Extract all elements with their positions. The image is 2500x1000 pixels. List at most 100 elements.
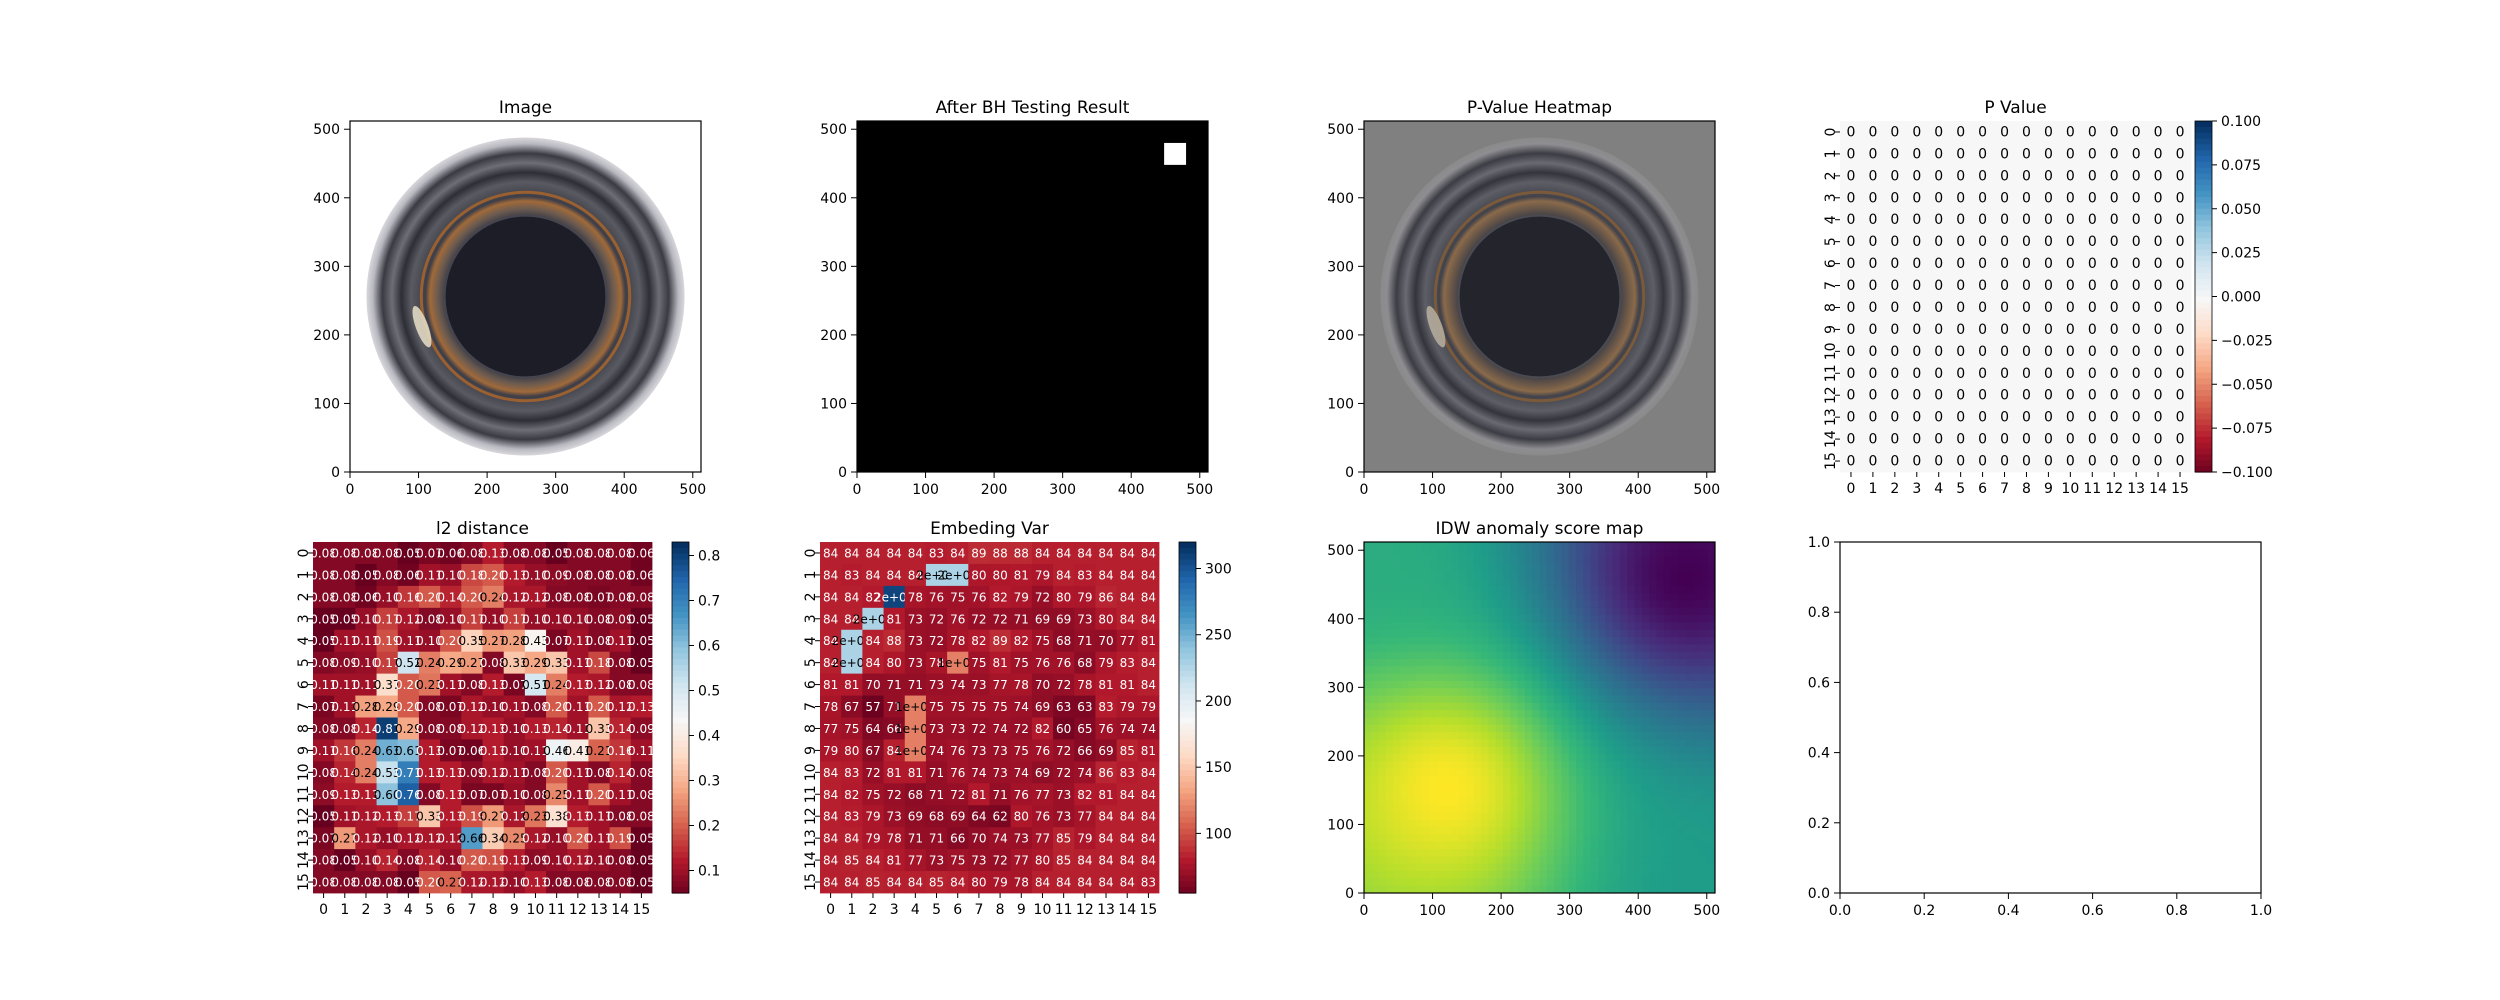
heatmap-cell-label: 80 (971, 876, 986, 890)
colorbar-segment (1179, 857, 1196, 865)
idw-cell (1627, 724, 1636, 733)
heatmap-cell-label: 79 (823, 744, 838, 758)
heatmap-cell (376, 607, 399, 631)
idw-cell (1634, 805, 1643, 814)
heatmap-cell-label: 79 (1098, 656, 1113, 670)
heatmap-cell-label: 0.12 (395, 612, 422, 626)
idw-cell (1583, 542, 1592, 550)
heatmap-cell-label: 0 (2022, 388, 2031, 404)
idw-cell (1700, 724, 1709, 733)
idw-cell (1444, 622, 1453, 631)
colorbar-segment (2195, 121, 2212, 128)
heatmap-cell-label: 0 (2110, 322, 2119, 338)
idw-cell (1371, 717, 1380, 726)
idw-cell (1678, 637, 1687, 645)
idw-cell (1407, 797, 1416, 806)
idw-cell (1649, 673, 1657, 682)
idw-cell (1510, 600, 1519, 609)
idw-cell (1429, 776, 1438, 784)
heatmap-ytick-label: 12 (1823, 386, 1839, 404)
heatmap-cell (609, 695, 632, 718)
idw-cell (1415, 593, 1423, 601)
heatmap-cell (1861, 296, 1885, 319)
idw-cell (1459, 680, 1467, 689)
part-inner-bore (444, 215, 607, 378)
heatmap-cell-label: 0 (1934, 124, 1943, 140)
heatmap-cell (2037, 186, 2060, 210)
idw-cell (1598, 805, 1606, 814)
idw-cell (1451, 542, 1460, 550)
idw-cell (1546, 717, 1555, 726)
idw-cell (1568, 746, 1577, 755)
heatmap-cell (1949, 142, 1973, 166)
idw-cell (1627, 585, 1636, 594)
colorbar-segment (672, 682, 689, 689)
idw-cell (1378, 805, 1387, 814)
idw-cell (1619, 702, 1628, 711)
idw-cell (1444, 637, 1453, 645)
idw-cell (1524, 571, 1533, 580)
idw-cell (1502, 827, 1511, 835)
idw-cell (1598, 761, 1606, 770)
heatmap-cell-label: 82 (971, 634, 986, 648)
heatmap-cell (1905, 121, 1929, 144)
heatmap-cell-label: 0.16 (395, 590, 422, 604)
idw-cell (1685, 637, 1694, 645)
idw-cell (1641, 578, 1650, 587)
idw-cell (1576, 754, 1584, 762)
idw-cell (1532, 695, 1540, 704)
heatmap-cell (1840, 318, 1863, 341)
idw-cell (1539, 659, 1548, 667)
heatmap-cell-label: 0.29 (437, 656, 464, 670)
idw-cell (1590, 607, 1599, 616)
idw-cell (1554, 805, 1562, 814)
idw-cell (1700, 600, 1709, 609)
idw-cell (1466, 629, 1475, 638)
idw-cell (1649, 856, 1657, 865)
heatmap-cell (609, 739, 632, 762)
idw-cell (1539, 629, 1548, 638)
idw-cell (1656, 834, 1665, 843)
idw-cell (1488, 644, 1497, 653)
idw-cell (1437, 680, 1445, 689)
heatmap-cell (609, 563, 632, 587)
idw-cell (1554, 659, 1562, 667)
heatmap-cell (2037, 142, 2060, 166)
idw-cell (1510, 542, 1519, 550)
heatmap-cell-label: 73 (887, 810, 902, 824)
idw-cell (1466, 863, 1475, 872)
heatmap-cell (1861, 164, 1885, 188)
colorbar-segment (672, 688, 689, 695)
idw-cell (1576, 863, 1584, 872)
idw-cell (1400, 556, 1409, 565)
idw-cell (1415, 783, 1423, 792)
heatmap-cell-label: 0 (2022, 344, 2031, 360)
heatmap-cell-label: 0.05 (628, 876, 655, 890)
heatmap-cell-label: 84 (823, 832, 838, 846)
idw-cell (1393, 578, 1402, 587)
idw-cell (1532, 629, 1540, 638)
colorbar-segment (672, 857, 689, 865)
heatmap-cell-label: 0.09 (331, 656, 358, 670)
heatmap-cell-label: 0.08 (564, 546, 591, 560)
colorbar-segment (2195, 390, 2212, 397)
heatmap-cell-label: 0.08 (374, 568, 401, 582)
idw-cell (1641, 637, 1650, 645)
idw-cell (1459, 637, 1467, 645)
heatmap-ytick-label: 13 (1823, 408, 1839, 426)
idw-cell (1385, 556, 1394, 565)
heatmap-cell (2147, 252, 2170, 275)
idw-cell (1407, 849, 1416, 857)
idw-cell (1678, 615, 1687, 623)
colorbar-segment (1179, 682, 1196, 689)
idw-cell (1371, 856, 1380, 865)
idw-cell (1451, 702, 1460, 711)
heatmap-cell-label: 64 (971, 810, 986, 824)
idw-cell (1459, 549, 1467, 558)
heatmap-cell-label: 0 (1956, 366, 1965, 382)
idw-cell (1459, 622, 1467, 631)
idw-cell (1364, 556, 1372, 565)
heatmap-cell-label: 72 (1056, 766, 1071, 780)
idw-cell (1393, 622, 1402, 631)
heatmap-cell-label: 0 (2154, 388, 2163, 404)
